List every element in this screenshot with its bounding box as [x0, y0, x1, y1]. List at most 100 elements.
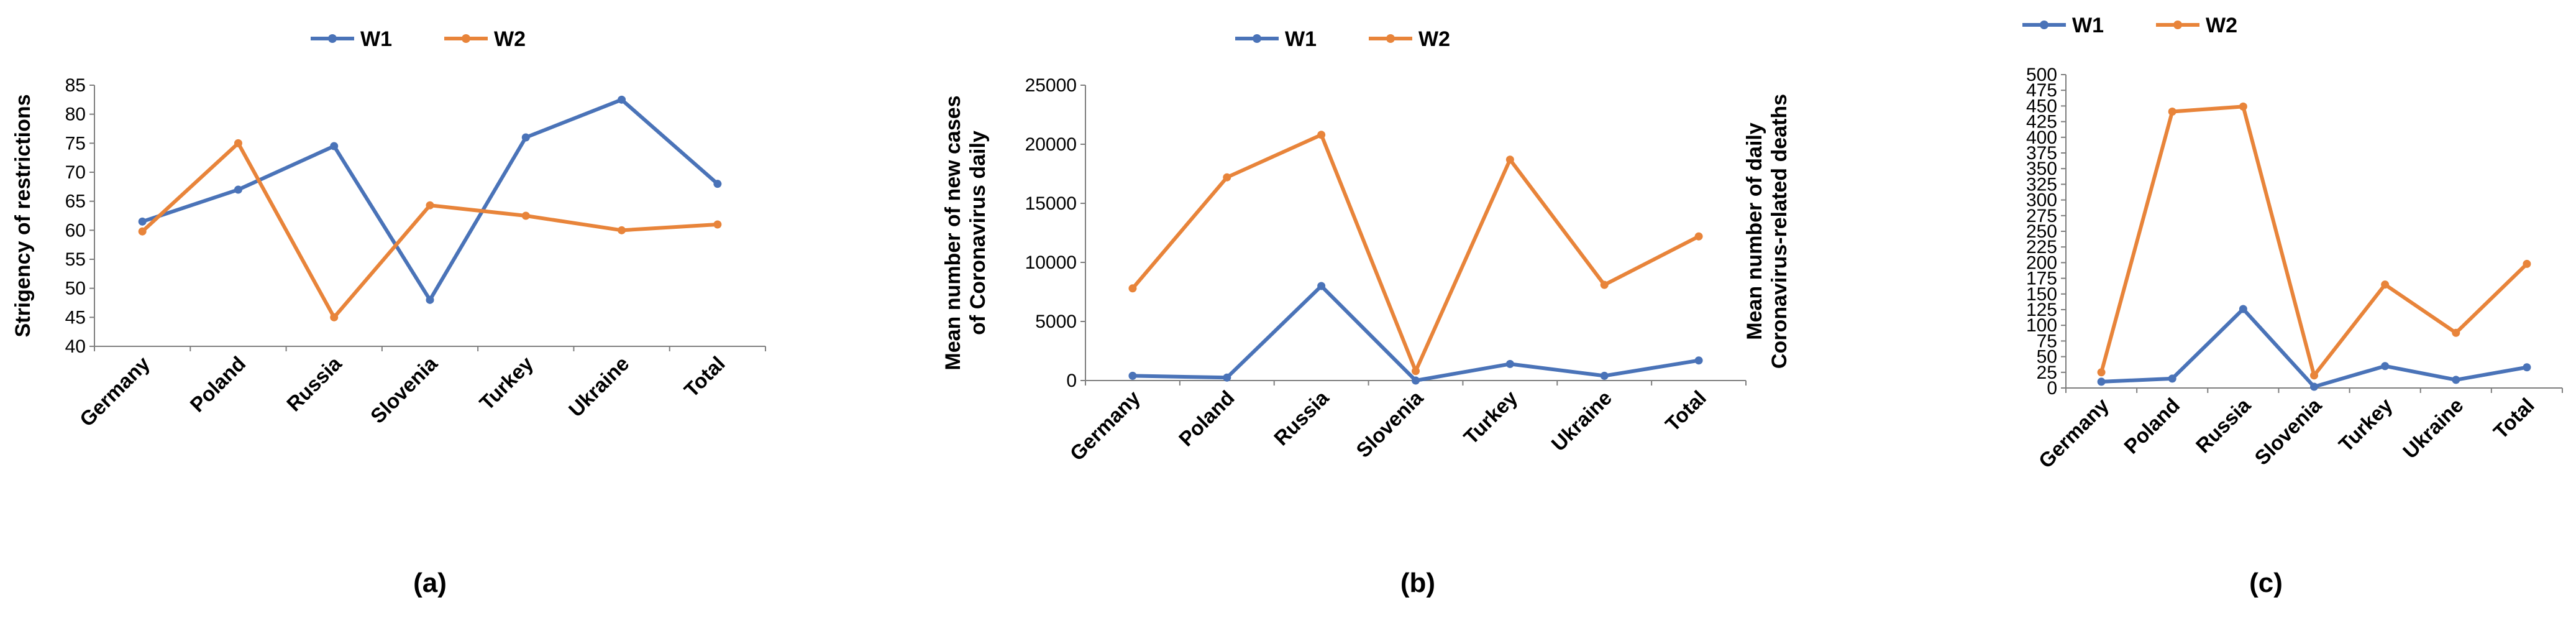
y-tick-label: 50	[2037, 347, 2057, 367]
x-category-label: Germany	[1066, 386, 1145, 465]
data-point-w1	[1128, 371, 1137, 380]
y-axis-title: of Coronavirus daily	[966, 131, 990, 335]
y-tick-label: 475	[2026, 80, 2057, 101]
y-tick-label: 500	[2026, 65, 2057, 85]
legend-swatch-marker	[1386, 34, 1395, 43]
data-point-w1	[521, 133, 530, 142]
legend-swatch-marker	[2173, 21, 2182, 29]
legend-label: W1	[2072, 14, 2104, 37]
legend-swatch-marker	[328, 34, 337, 43]
y-axis-title: Mean number of daily	[1743, 122, 1766, 340]
y-tick-label: 70	[65, 162, 86, 183]
subfigure-caption: (b)	[1400, 568, 1435, 598]
y-tick-label: 375	[2026, 143, 2057, 164]
x-category-label: Ukraine	[564, 352, 634, 422]
series-line-w1	[142, 98, 719, 302]
series-line-w2	[1131, 132, 1700, 373]
data-point-w2	[1223, 173, 1231, 182]
data-point-w1	[2097, 377, 2106, 386]
x-category-label: Russia	[2191, 393, 2255, 457]
y-tick-label: 350	[2026, 159, 2057, 179]
y-tick-label: 0	[2047, 378, 2057, 399]
y-tick-label: 5000	[1035, 312, 1077, 332]
data-point-w2	[234, 139, 242, 147]
legend-label: W2	[1418, 27, 1450, 51]
x-category-label: Poland	[185, 352, 250, 417]
data-point-w2	[2452, 328, 2460, 337]
x-category-label: Slovenia	[366, 351, 442, 428]
y-tick-label: 80	[65, 104, 86, 125]
y-tick-label: 425	[2026, 112, 2057, 132]
y-tick-label: 10000	[1025, 252, 1077, 273]
data-point-w1	[1412, 376, 1420, 385]
y-tick-label: 45	[65, 307, 86, 328]
subfigure-caption: (c)	[2249, 568, 2283, 598]
legend-swatch-marker	[2040, 21, 2048, 29]
y-tick-label: 25000	[1025, 75, 1077, 96]
legend-swatch-marker	[1253, 34, 1261, 43]
y-tick-label: 100	[2026, 315, 2057, 336]
legend-label: W1	[360, 27, 392, 51]
y-tick-label: 300	[2026, 190, 2057, 211]
y-tick-label: 150	[2026, 284, 2057, 305]
data-point-w2	[2381, 280, 2390, 289]
data-point-w2	[330, 313, 339, 321]
data-point-w2	[521, 211, 530, 220]
data-point-w2	[426, 201, 434, 210]
y-tick-label: 75	[2037, 331, 2057, 351]
data-point-w2	[713, 220, 722, 229]
y-tick-label: 75	[65, 133, 86, 154]
x-category-label: Germany	[75, 351, 155, 431]
legend-label: W2	[2206, 14, 2237, 37]
y-tick-label: 15000	[1025, 193, 1077, 214]
legend-label: W2	[494, 27, 526, 51]
y-tick-label: 50	[65, 279, 86, 299]
data-point-w2	[2097, 368, 2106, 377]
x-category-label: Slovenia	[2250, 393, 2326, 469]
x-category-label: Ukraine	[2398, 394, 2468, 463]
data-point-w2	[1600, 280, 1609, 289]
data-point-w2	[1694, 232, 1703, 241]
data-point-w2	[1505, 155, 1514, 164]
data-point-w1	[713, 180, 722, 188]
data-point-w2	[2310, 371, 2318, 380]
data-point-w1	[1223, 373, 1231, 382]
chart-b-new-cases: 0 5000 10000 15000 20000 25000 Germany Poland Ru…	[941, 27, 1747, 598]
data-point-w1	[1694, 356, 1703, 365]
y-axis-title: Strigency of restrictions	[11, 94, 35, 337]
data-point-w1	[2239, 305, 2247, 313]
y-tick-label: 60	[65, 220, 86, 241]
x-category-label: Poland	[2119, 394, 2184, 458]
data-point-w1	[330, 142, 339, 150]
y-tick-label: 325	[2026, 174, 2057, 195]
data-point-w2	[1412, 367, 1420, 376]
y-tick-label: 40	[65, 336, 86, 357]
x-category-label: Ukraine	[1546, 386, 1616, 456]
series-line-w2	[2099, 104, 2529, 377]
y-tick-label: 225	[2026, 237, 2057, 257]
y-tick-label: 0	[1066, 371, 1077, 391]
data-point-w2	[2168, 107, 2176, 116]
y-tick-label: 20000	[1025, 134, 1077, 155]
data-point-w1	[138, 217, 147, 226]
y-tick-label: 200	[2026, 252, 2057, 273]
x-category-label: Total	[680, 352, 729, 402]
x-category-label: Russia	[1269, 386, 1333, 450]
x-category-label: Turkey	[2334, 393, 2397, 456]
x-category-label: Slovenia	[1351, 386, 1428, 462]
y-tick-label: 85	[65, 75, 86, 96]
y-tick-label: 25	[2037, 362, 2057, 383]
subfigure-caption: (a)	[413, 568, 447, 598]
data-point-w2	[618, 226, 626, 234]
data-point-w2	[2523, 259, 2531, 268]
data-point-w1	[426, 295, 434, 304]
chart-a-stringency: 40 45 50 55 60 65 70 75 80 85 Germany Poland Russia S…	[11, 27, 766, 598]
data-point-w1	[2452, 376, 2460, 384]
data-point-w1	[1317, 282, 1326, 290]
data-point-w1	[618, 95, 626, 104]
y-tick-label: 450	[2026, 96, 2057, 116]
y-tick-label: 125	[2026, 300, 2057, 320]
data-point-w2	[1317, 131, 1326, 139]
y-tick-label: 55	[65, 249, 86, 270]
